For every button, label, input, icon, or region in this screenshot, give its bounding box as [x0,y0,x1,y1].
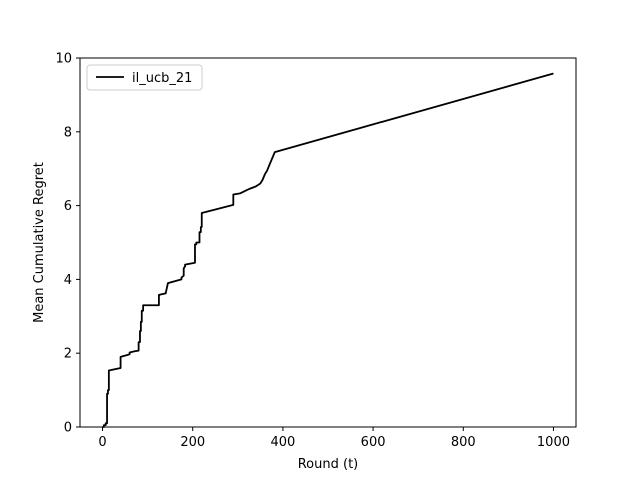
y-tick-label: 6 [64,199,72,214]
x-tick-label: 0 [98,435,106,450]
legend: il_ucb_21 [86,64,203,91]
legend-box [86,64,203,91]
y-tick-label: 0 [64,421,72,436]
legend-label: il_ucb_21 [132,71,192,86]
x-tick-label: 400 [270,435,295,450]
x-tick-label: 1000 [537,435,570,450]
plot-area [102,72,554,428]
y-axis-label: Mean Cumulative Regret [32,162,47,323]
y-tick-label: 4 [64,273,72,288]
y-tick-label: 2 [64,347,72,362]
y-axis: 0 2 4 6 8 10 [55,52,80,436]
series-line-il-ucb-21 [102,72,554,428]
x-tick-label: 200 [180,435,205,450]
x-axis-label: Round (t) [298,457,359,472]
y-tick-label: 10 [55,52,72,67]
y-tick-label: 8 [64,125,72,140]
x-axis: 0 200 400 600 800 1000 [98,427,570,450]
x-tick-label: 600 [361,435,386,450]
plot-frame [79,57,577,428]
x-tick-label: 800 [451,435,476,450]
